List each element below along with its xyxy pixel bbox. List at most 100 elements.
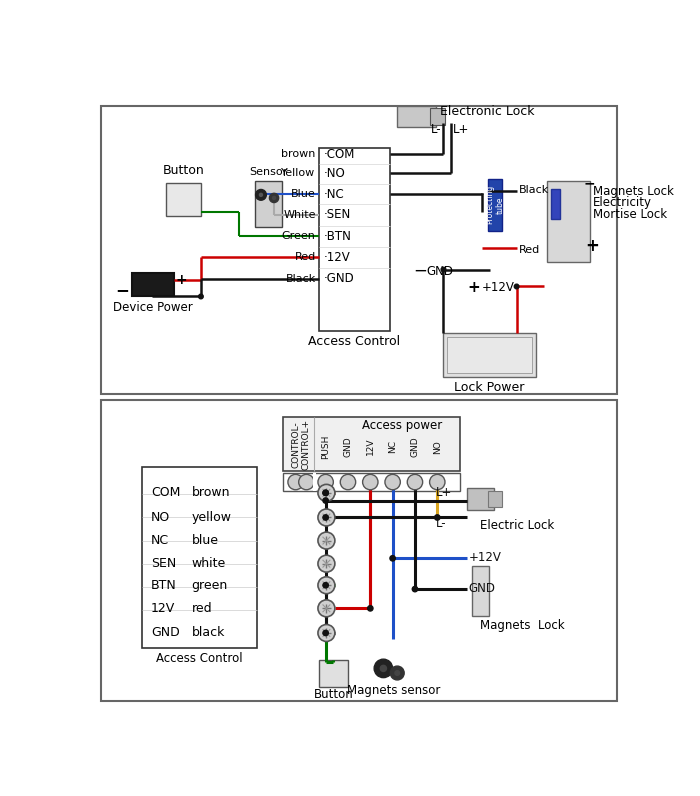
Text: GND: GND [151,626,180,639]
Circle shape [318,509,335,526]
Bar [447,337,532,373]
Circle shape [385,474,400,490]
Text: GND: GND [410,436,419,457]
Bar [167,183,201,216]
Bar [552,189,561,220]
Text: black: black [192,626,225,639]
Circle shape [199,295,203,298]
Circle shape [318,556,335,572]
Text: Magnets Lock: Magnets Lock [593,185,673,197]
Text: 12V: 12V [151,602,175,615]
Text: GND: GND [426,264,454,278]
Text: ·NC: ·NC [323,188,344,201]
Text: ·SEN: ·SEN [323,209,351,221]
Text: Black: Black [519,185,550,195]
Text: NC: NC [151,534,169,547]
Bar [398,106,435,127]
Text: L+: L+ [453,123,469,136]
Text: CONTROL-: CONTROL- [291,421,300,468]
Circle shape [323,515,328,520]
Text: L+: L+ [435,486,452,499]
Text: L-: L- [430,123,441,136]
Text: Yellow: Yellow [281,168,316,178]
Text: Protecting
tube: Protecting tube [485,185,505,224]
Circle shape [395,671,400,675]
Bar [255,181,281,227]
Text: NO: NO [433,439,442,454]
Text: blue: blue [192,534,218,547]
Circle shape [407,474,423,490]
Circle shape [272,197,276,200]
Circle shape [256,189,266,201]
Circle shape [391,666,404,680]
Circle shape [318,625,335,642]
Text: −: − [414,262,427,280]
Circle shape [299,474,314,490]
Bar [444,333,536,377]
Circle shape [323,490,328,496]
Text: CONTROL+: CONTROL+ [302,419,311,470]
Text: Access power: Access power [362,419,442,431]
Text: White: White [283,210,316,220]
Text: Red: Red [519,244,540,255]
Text: ·COM: ·COM [323,147,355,161]
Text: Magnets sensor: Magnets sensor [347,685,441,697]
Text: Device Power: Device Power [113,301,192,314]
Text: BTN: BTN [151,579,176,591]
Bar [132,273,174,296]
Text: +: + [176,272,187,287]
Text: Mortise Lock: Mortise Lock [593,208,667,220]
Text: brown: brown [281,149,316,159]
Circle shape [323,630,328,636]
Text: NC: NC [388,440,397,453]
Circle shape [270,193,279,202]
Circle shape [318,577,335,594]
Circle shape [390,556,395,561]
Bar [101,400,617,700]
Text: Electronic Lock: Electronic Lock [440,105,534,118]
Circle shape [318,485,335,501]
Circle shape [368,606,373,611]
Text: GND: GND [469,582,496,595]
Text: +: + [468,279,480,295]
Text: +12V: +12V [482,281,514,294]
Text: Access Control: Access Control [308,335,400,349]
Text: white: white [192,557,226,570]
Text: ·BTN: ·BTN [323,230,351,243]
Circle shape [514,284,519,289]
Bar [101,106,617,394]
Text: +12V: +12V [469,551,502,564]
Text: NO: NO [151,511,170,524]
Text: Electricity: Electricity [593,196,652,209]
Bar [466,488,494,509]
Bar [430,107,445,125]
Circle shape [318,532,335,549]
Circle shape [318,600,335,617]
Circle shape [412,587,418,591]
Text: Green: Green [282,232,316,241]
Text: L-: L- [435,517,447,530]
Circle shape [323,583,328,588]
Text: yellow: yellow [192,511,232,524]
Text: ·12V: ·12V [323,251,350,263]
Text: Blue: Blue [291,189,316,199]
Text: ·NO: ·NO [323,167,345,180]
Bar [284,417,461,471]
Text: +: + [585,237,599,256]
Bar [312,473,316,491]
Circle shape [340,474,356,490]
Circle shape [318,474,333,490]
Text: green: green [192,579,228,591]
Text: Access Control: Access Control [156,652,243,665]
Bar [284,473,461,491]
Bar [547,181,590,262]
Circle shape [430,474,445,490]
Circle shape [363,474,378,490]
Circle shape [435,515,440,520]
Circle shape [380,665,386,672]
Text: Button: Button [314,688,354,701]
Text: 12V: 12V [366,438,375,455]
Circle shape [288,474,303,490]
Circle shape [260,193,262,197]
Bar [488,178,502,231]
